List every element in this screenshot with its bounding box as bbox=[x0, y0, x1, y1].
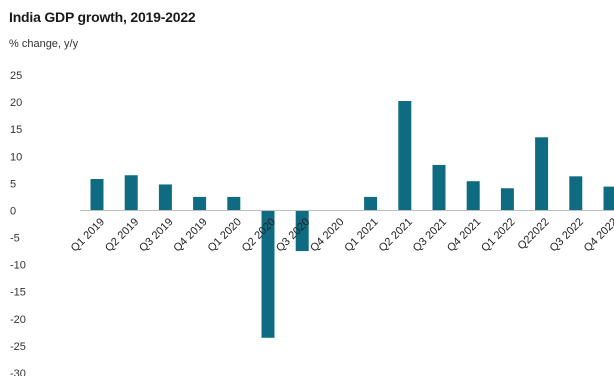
y-axis-ticks: 25 20 15 10 5 0 -5 -10 -15 -20 -25 -30 bbox=[10, 70, 26, 376]
bar bbox=[603, 186, 614, 211]
x-tick-label: Q4 2019 bbox=[171, 216, 209, 254]
bar bbox=[193, 196, 207, 211]
x-tick-label: Q3 2019 bbox=[137, 216, 175, 254]
y-tick-label: 20 bbox=[10, 97, 22, 109]
bar bbox=[295, 210, 309, 252]
bar bbox=[261, 210, 275, 338]
y-tick-label: 10 bbox=[10, 151, 22, 163]
x-tick-label: Q4 2021 bbox=[445, 216, 483, 254]
y-tick-label: -20 bbox=[10, 314, 26, 326]
x-tick-label: Q1 2019 bbox=[69, 216, 107, 254]
x-tick-label: Q4 2020 bbox=[308, 216, 346, 254]
y-tick-label: 15 bbox=[10, 124, 22, 136]
y-tick-label: 5 bbox=[10, 178, 16, 190]
bar bbox=[364, 196, 378, 211]
x-tick-label: Q1 2021 bbox=[342, 216, 380, 254]
x-tick-label: Q2 2019 bbox=[103, 216, 141, 254]
x-tick-label: Q2 2021 bbox=[377, 216, 415, 254]
x-tick-label: Q3 2022 bbox=[548, 216, 586, 254]
bar bbox=[535, 137, 549, 211]
bar bbox=[90, 179, 104, 211]
y-tick-label: 0 bbox=[10, 205, 16, 217]
x-tick-label: Q1 2020 bbox=[206, 216, 244, 254]
bar bbox=[466, 181, 480, 211]
y-tick-label: -30 bbox=[10, 368, 26, 376]
bar bbox=[432, 164, 446, 211]
chart-subtitle: % change, y/y bbox=[9, 38, 79, 50]
bar bbox=[124, 175, 138, 211]
y-tick-label: -25 bbox=[10, 341, 26, 353]
y-tick-label: -5 bbox=[10, 233, 20, 245]
bar bbox=[398, 101, 412, 211]
x-tick-label: Q4 2022 bbox=[582, 216, 614, 254]
x-tick-label: Q1 2022 bbox=[479, 216, 517, 254]
bar bbox=[227, 196, 241, 211]
y-tick-label: -10 bbox=[10, 260, 26, 272]
bar bbox=[569, 176, 583, 211]
x-tick-label: Q3 2021 bbox=[411, 216, 449, 254]
bar bbox=[158, 184, 172, 211]
x-tick-label: Q22022 bbox=[516, 216, 552, 252]
bars bbox=[90, 101, 614, 338]
y-tick-label: 25 bbox=[10, 70, 22, 82]
y-tick-label: -15 bbox=[10, 287, 26, 299]
chart-title: India GDP growth, 2019-2022 bbox=[9, 9, 196, 25]
bar bbox=[500, 188, 514, 211]
